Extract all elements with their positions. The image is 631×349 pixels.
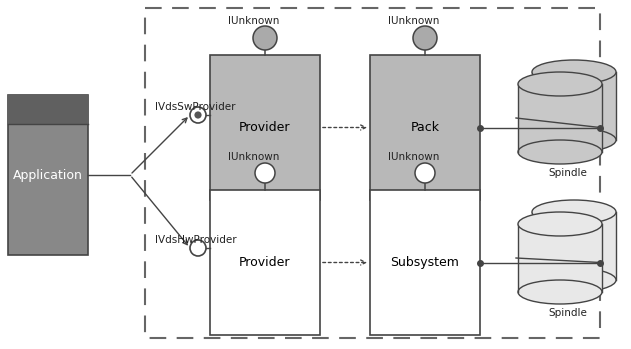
Bar xyxy=(518,84,602,152)
Circle shape xyxy=(413,26,437,50)
Ellipse shape xyxy=(532,60,616,84)
Text: IUnknown: IUnknown xyxy=(388,16,439,26)
Text: IUnknown: IUnknown xyxy=(228,152,280,162)
Circle shape xyxy=(194,111,201,119)
Bar xyxy=(8,95,88,124)
Bar xyxy=(532,72,616,140)
Text: Pack: Pack xyxy=(411,121,440,134)
Text: Provider: Provider xyxy=(239,121,291,134)
Bar xyxy=(8,95,88,255)
Text: Spindle: Spindle xyxy=(548,308,587,318)
Text: Subsystem: Subsystem xyxy=(391,256,459,269)
Text: IVdsSwProvider: IVdsSwProvider xyxy=(155,102,235,112)
Ellipse shape xyxy=(532,128,616,152)
Bar xyxy=(532,212,616,280)
Text: Provider: Provider xyxy=(239,256,291,269)
Ellipse shape xyxy=(532,268,616,292)
Ellipse shape xyxy=(518,280,602,304)
Ellipse shape xyxy=(518,212,602,236)
Text: IVdsHwProvider: IVdsHwProvider xyxy=(155,235,237,245)
Bar xyxy=(370,55,480,200)
Bar xyxy=(518,224,602,292)
Text: Application: Application xyxy=(13,169,83,181)
Bar xyxy=(370,190,480,335)
Circle shape xyxy=(190,240,206,256)
Circle shape xyxy=(253,26,277,50)
Circle shape xyxy=(190,107,206,123)
Bar xyxy=(210,55,320,200)
Text: Spindle: Spindle xyxy=(548,168,587,178)
Text: IUnknown: IUnknown xyxy=(228,16,280,26)
Ellipse shape xyxy=(532,200,616,224)
Text: IUnknown: IUnknown xyxy=(388,152,439,162)
Ellipse shape xyxy=(518,72,602,96)
Bar xyxy=(210,190,320,335)
Bar xyxy=(145,8,600,338)
Circle shape xyxy=(415,163,435,183)
Circle shape xyxy=(255,163,275,183)
Ellipse shape xyxy=(518,140,602,164)
